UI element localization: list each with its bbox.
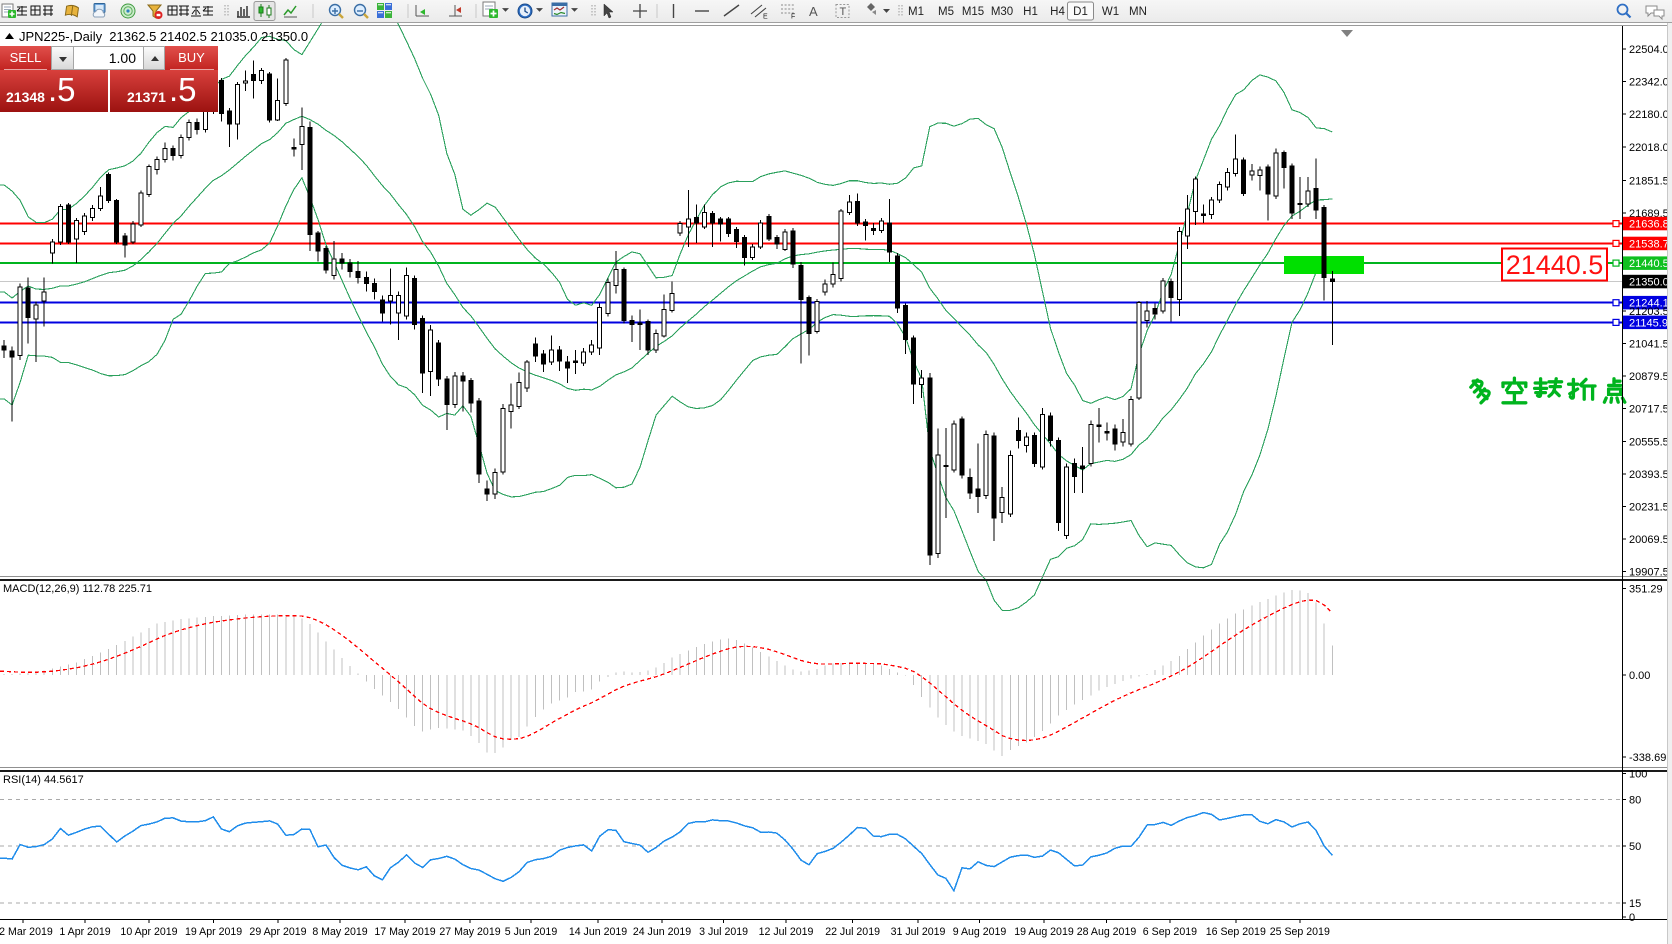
svg-text:19 Aug 2019: 19 Aug 2019 [1014,926,1074,938]
svg-text:21538.7: 21538.7 [1629,238,1669,250]
svg-text:E: E [763,14,768,21]
svg-text:50: 50 [1629,841,1641,853]
svg-text:14 Jun 2019: 14 Jun 2019 [569,926,627,938]
svg-text:19907.5: 19907.5 [1629,567,1669,579]
svg-text:20231.5: 20231.5 [1629,502,1669,514]
svg-text:100: 100 [1629,769,1647,781]
svg-text:20717.5: 20717.5 [1629,404,1669,416]
svg-text:12 Jul 2019: 12 Jul 2019 [759,926,814,938]
svg-text:29 Apr 2019: 29 Apr 2019 [249,926,306,938]
svg-text:31 Jul 2019: 31 Jul 2019 [891,926,946,938]
svg-text:22504.0: 22504.0 [1629,44,1669,56]
svg-text:20069.5: 20069.5 [1629,534,1669,546]
svg-text:21440.5: 21440.5 [1629,258,1669,270]
svg-text:H1: H1 [1023,6,1038,18]
svg-text:9 Aug 2019: 9 Aug 2019 [953,926,1007,938]
svg-text:16 Sep 2019: 16 Sep 2019 [1206,926,1266,938]
svg-text:27 May 2019: 27 May 2019 [439,926,500,938]
svg-text:28 Aug 2019: 28 Aug 2019 [1077,926,1137,938]
svg-text:22018.0: 22018.0 [1629,142,1669,154]
svg-text:17 May 2019: 17 May 2019 [374,926,435,938]
svg-text:M15: M15 [962,6,984,18]
svg-text:22 Mar 2019: 22 Mar 2019 [0,926,53,938]
svg-text:24 Jun 2019: 24 Jun 2019 [633,926,691,938]
svg-text:21244.1: 21244.1 [1629,298,1669,310]
svg-text:T: T [840,6,847,18]
svg-text:21636.8: 21636.8 [1629,219,1669,231]
svg-text:0: 0 [1629,912,1635,924]
svg-text:20393.5: 20393.5 [1629,469,1669,481]
svg-text:21350.0: 21350.0 [1629,277,1669,289]
svg-text:6 Sep 2019: 6 Sep 2019 [1143,926,1197,938]
svg-text:21203.5: 21203.5 [1629,306,1669,318]
svg-text:M5: M5 [938,6,954,18]
svg-text:D1: D1 [1073,6,1088,18]
svg-text:22342.0: 22342.0 [1629,77,1669,89]
svg-text:W1: W1 [1102,6,1119,18]
svg-text:20555.5: 20555.5 [1629,436,1669,448]
svg-text:3 Jul 2019: 3 Jul 2019 [699,926,748,938]
svg-text:H4: H4 [1050,6,1065,18]
svg-text:MN: MN [1129,6,1147,18]
svg-text:21145.9: 21145.9 [1629,317,1668,329]
svg-text:1 Apr 2019: 1 Apr 2019 [59,926,110,938]
svg-text:25 Sep 2019: 25 Sep 2019 [1270,926,1330,938]
svg-text:M30: M30 [991,6,1013,18]
svg-text:21851.5: 21851.5 [1629,175,1669,187]
svg-text:21440.5: 21440.5 [1506,250,1604,280]
svg-text:M1: M1 [908,6,924,18]
svg-text:-338.69: -338.69 [1629,752,1666,764]
svg-text:JPN225-,Daily 21362.5 21402.5: JPN225-,Daily 21362.5 21402.5 21035.0 21… [19,29,308,44]
svg-text:21041.5: 21041.5 [1629,339,1669,351]
svg-text:10 Apr 2019: 10 Apr 2019 [120,926,177,938]
svg-text:15: 15 [1629,898,1641,910]
svg-text:22 Jul 2019: 22 Jul 2019 [825,926,880,938]
svg-text:RSI(14) 44.5617: RSI(14) 44.5617 [3,774,84,786]
svg-text:F: F [791,14,795,21]
svg-text:MACD(12,26,9) 112.78 225.71: MACD(12,26,9) 112.78 225.71 [3,583,152,595]
svg-text:19 Apr 2019: 19 Apr 2019 [185,926,242,938]
svg-text:5 Jun 2019: 5 Jun 2019 [505,926,558,938]
svg-text:80: 80 [1629,795,1641,807]
svg-text:A: A [809,4,818,19]
svg-text:22180.0: 22180.0 [1629,109,1669,121]
svg-text:8 May 2019: 8 May 2019 [312,926,367,938]
svg-text:20879.5: 20879.5 [1629,371,1669,383]
svg-text:0.00: 0.00 [1629,670,1650,682]
svg-text:351.29: 351.29 [1629,584,1663,596]
